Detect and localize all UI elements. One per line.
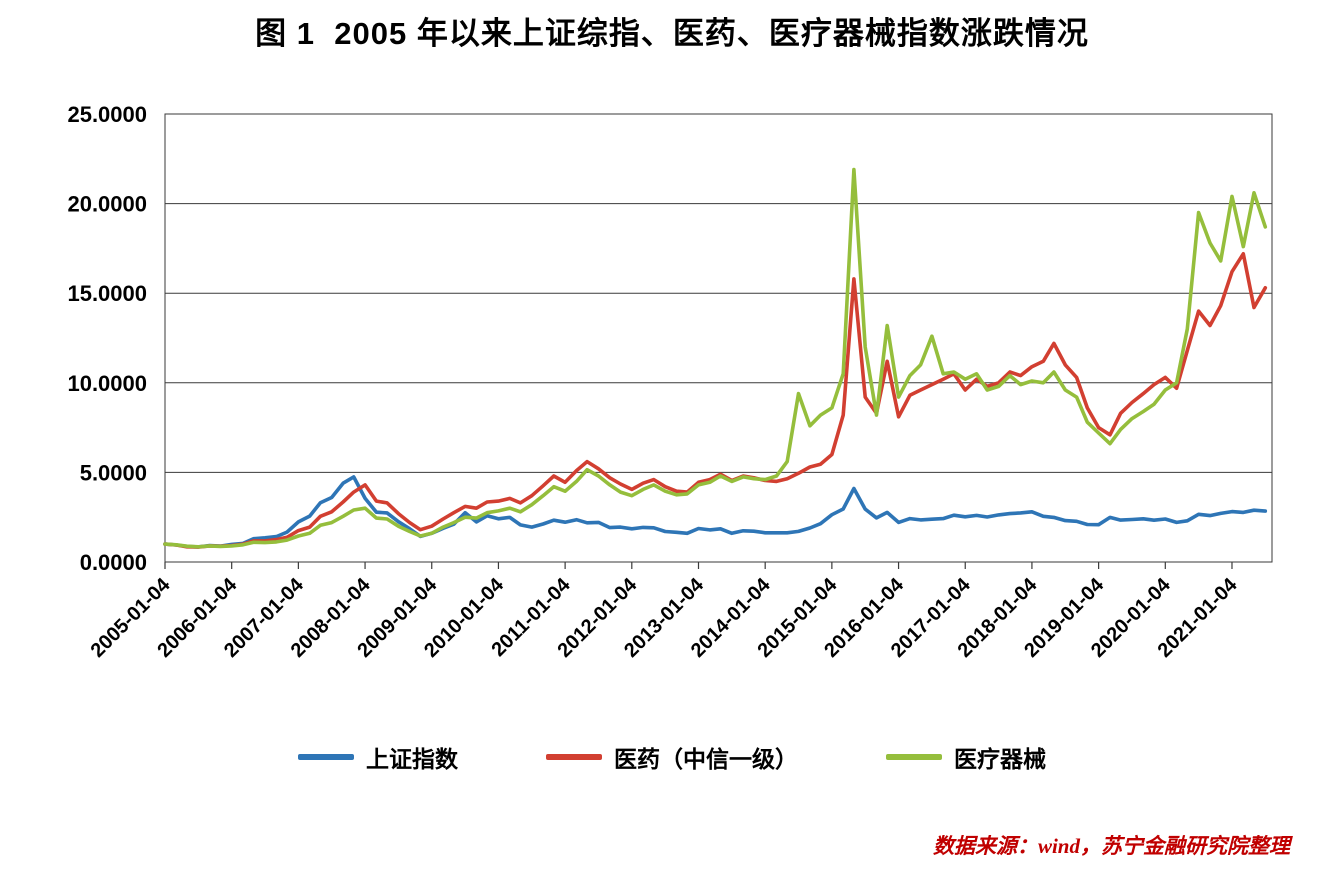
series-line-pharma-citic [163,252,1268,549]
legend-swatch-pharma-citic [546,754,602,760]
legend-label-medical-devices: 医疗器械 [954,746,1046,772]
legend-item-sse-composite: 上证指数 [298,740,458,774]
y-axis-tick-label: 10.0000 [67,371,147,396]
line-chart: 0.0000 5.0000 10.0000 15.0000 20.0000 25.0000… [67,102,1273,662]
legend-label-pharma-citic: 医药（中信一级） [614,746,798,772]
legend-swatch-sse-composite [298,754,354,760]
legend-swatch-medical-devices [886,754,942,760]
series-line-medical-devices [163,167,1268,549]
y-axis-tick-label: 5.0000 [80,460,147,485]
y-axis-tick-label: 15.0000 [67,281,147,306]
y-axis-tick-label: 0.0000 [80,550,147,575]
chart-legend: 上证指数 医药（中信一级） 医疗器械 [0,740,1344,774]
legend-item-medical-devices: 医疗器械 [886,740,1046,774]
legend-label-sse-composite: 上证指数 [366,746,458,772]
plot-border [164,113,1273,563]
chart-title: 图 1 2005 年以来上证综指、医药、医疗器械指数涨跌情况 [255,16,1089,51]
series-line-sse-composite [163,475,1268,549]
y-axis-tick-label: 20.0000 [67,192,147,217]
legend-item-pharma-citic: 医药（中信一级） [546,740,798,774]
data-source-note: 数据来源：wind，苏宁金融研究院整理 [932,834,1290,858]
y-axis-tick-label: 25.0000 [67,102,147,127]
